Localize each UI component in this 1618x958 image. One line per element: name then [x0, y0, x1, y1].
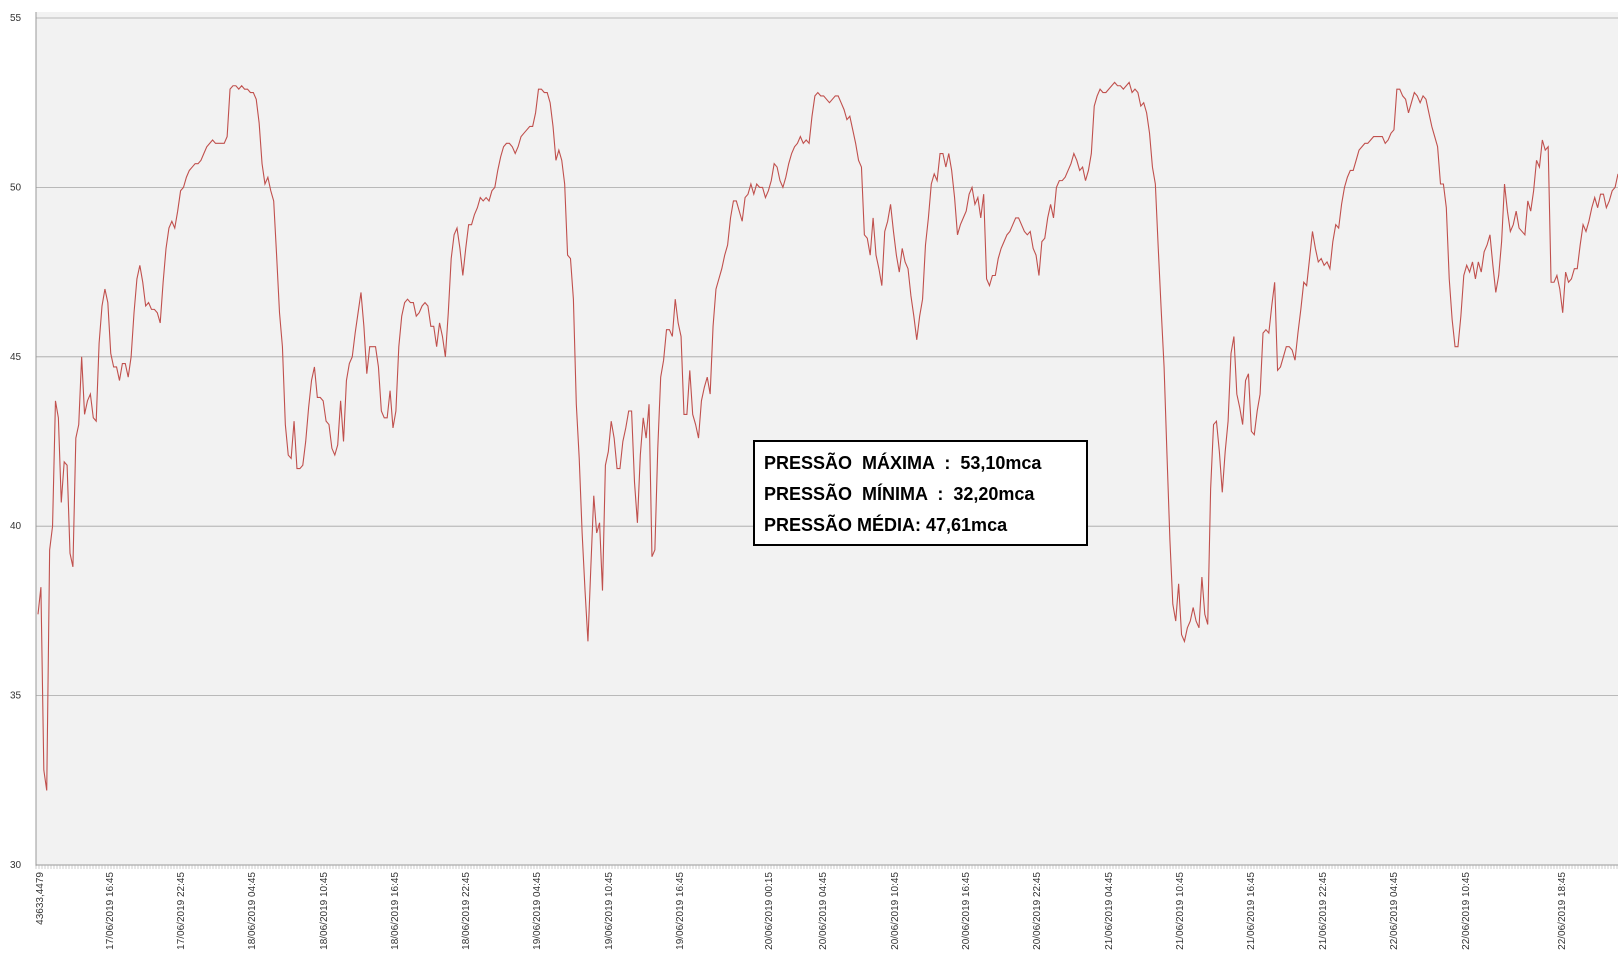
- x-axis-minor-ticks: [36, 865, 1617, 869]
- y-tick-label-50: 50: [10, 182, 22, 193]
- x-tick-label: 21/06/2019 16:45: [1246, 872, 1257, 950]
- y-tick-label-40: 40: [10, 521, 22, 532]
- x-tick-label: 20/06/2019 00:15: [764, 872, 775, 950]
- x-tick-label: 20/06/2019 22:45: [1032, 872, 1043, 950]
- x-tick-label: 22/06/2019 04:45: [1389, 872, 1400, 950]
- x-tick-label: 19/06/2019 10:45: [604, 872, 615, 950]
- x-tick-label: 22/06/2019 18:45: [1557, 872, 1568, 950]
- x-tick-label: 21/06/2019 22:45: [1318, 872, 1329, 950]
- y-axis-ticks: 30 35 40 45 50 55: [10, 13, 22, 871]
- x-tick-label: 17/06/2019 22:45: [176, 872, 187, 950]
- x-tick-label: 21/06/2019 04:45: [1104, 872, 1115, 950]
- x-tick-label: 20/06/2019 10:45: [890, 872, 901, 950]
- x-tick-label: 22/06/2019 10:45: [1461, 872, 1472, 950]
- y-tick-label-55: 55: [10, 13, 22, 24]
- x-tick-label: 18/06/2019 16:45: [390, 872, 401, 950]
- x-tick-label: 20/06/2019 04:45: [818, 872, 829, 950]
- plot-area: [36, 12, 1618, 865]
- y-tick-label-35: 35: [10, 691, 22, 702]
- y-tick-label-45: 45: [10, 352, 22, 363]
- x-axis-tick-labels: 43633,4479 17/06/2019 16:45 17/06/2019 22:…: [35, 872, 1568, 950]
- x-tick-label: 21/06/2019 10:45: [1175, 872, 1186, 950]
- x-tick-label: 17/06/2019 16:45: [105, 872, 116, 950]
- x-tick-label: 19/06/2019 16:45: [675, 872, 686, 950]
- min-pressure-label: PRESSÃO MÍNIMA : 32,20mca: [764, 479, 1078, 510]
- x-tick-label: 18/06/2019 22:45: [461, 872, 472, 950]
- x-tick-label: 19/06/2019 04:45: [532, 872, 543, 950]
- pressure-stats-box: PRESSÃO MÁXIMA : 53,10mca PRESSÃO MÍNIMA…: [753, 440, 1088, 546]
- x-tick-label: 18/06/2019 10:45: [319, 872, 330, 950]
- mean-pressure-label: PRESSÃO MÉDIA: 47,61mca: [764, 510, 1078, 541]
- x-tick-label: 18/06/2019 04:45: [247, 872, 258, 950]
- max-pressure-label: PRESSÃO MÁXIMA : 53,10mca: [764, 448, 1078, 479]
- x-tick-label: 20/06/2019 16:45: [961, 872, 972, 950]
- x-tick-label: 43633,4479: [35, 872, 46, 925]
- y-tick-label-30: 30: [10, 860, 22, 871]
